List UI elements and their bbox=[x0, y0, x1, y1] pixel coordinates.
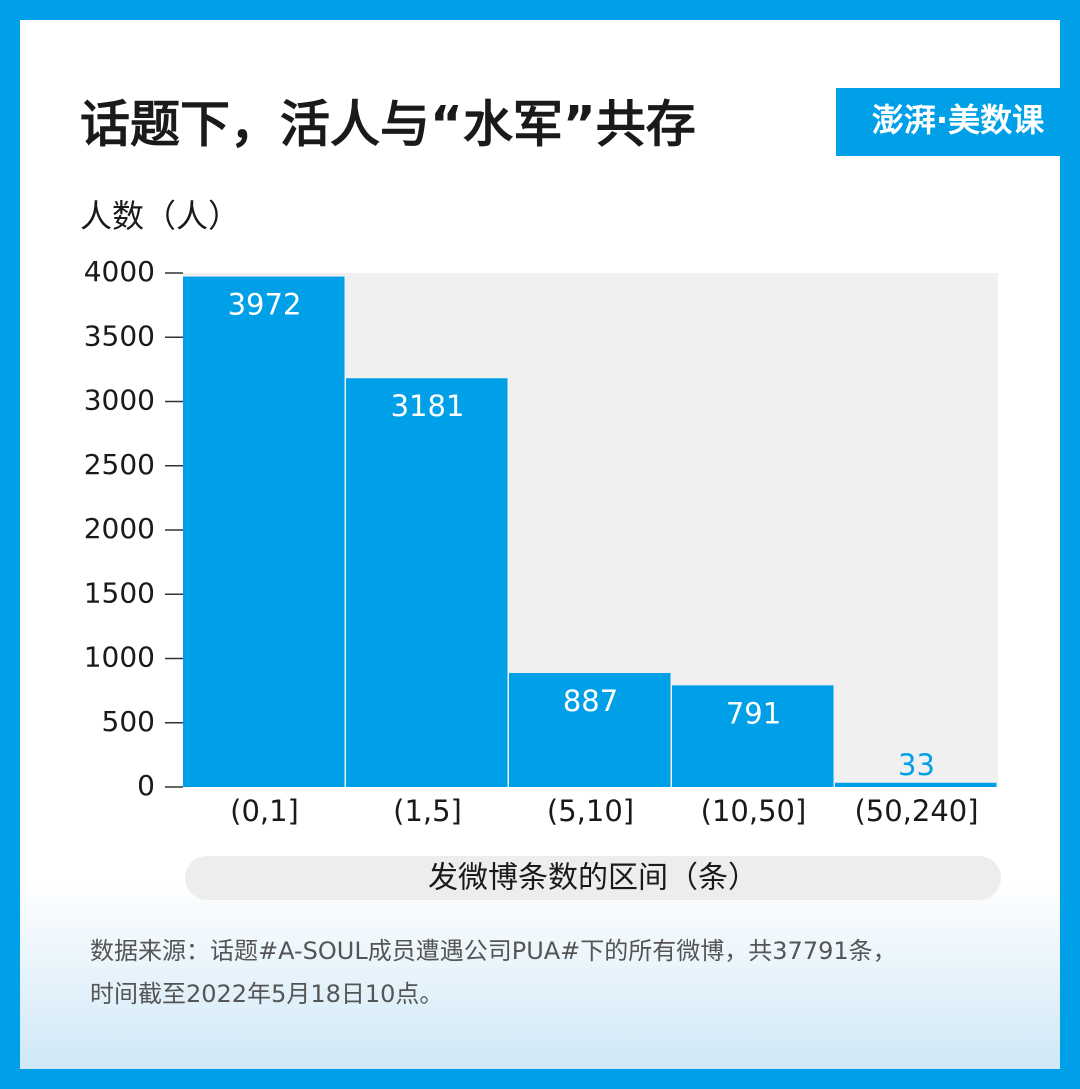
value-label: 3181 bbox=[391, 389, 465, 423]
y-tick-label: 4000 bbox=[84, 255, 155, 288]
source-note: 数据来源：话题#A-SOUL成员遭遇公司PUA#下的所有微博，共37791条， bbox=[90, 937, 897, 965]
bar bbox=[835, 782, 997, 787]
y-tick-label: 2500 bbox=[84, 448, 155, 481]
x-tick-label: (1,5] bbox=[393, 794, 462, 828]
value-label: 791 bbox=[726, 696, 781, 730]
y-tick-label: 3500 bbox=[84, 319, 155, 352]
x-axis-title-pill bbox=[185, 856, 1001, 900]
chart-title: 话题下，活人与“水军”共存 bbox=[80, 96, 696, 154]
y-tick-label: 0 bbox=[137, 769, 155, 802]
value-label: 3972 bbox=[228, 288, 302, 322]
y-axis-title: 人数（人） bbox=[80, 197, 240, 235]
value-label: 887 bbox=[563, 684, 618, 718]
x-axis-title: 发微博条数的区间（条） bbox=[428, 861, 758, 896]
source-note: 时间截至2022年5月18日10点。 bbox=[90, 980, 443, 1008]
x-tick-label: (5,10] bbox=[547, 794, 634, 828]
x-tick-label: (10,50] bbox=[701, 794, 807, 828]
y-tick-label: 1000 bbox=[84, 641, 155, 674]
logo: 澎湃·美数课 bbox=[872, 101, 1045, 139]
bar bbox=[672, 685, 834, 787]
bar bbox=[509, 673, 671, 787]
x-tick-label: (50,240] bbox=[854, 794, 978, 828]
x-tick-label: (0,1] bbox=[230, 794, 299, 828]
bar bbox=[346, 378, 508, 787]
bar bbox=[183, 276, 345, 787]
y-tick-label: 1500 bbox=[84, 576, 155, 609]
y-tick-label: 3000 bbox=[84, 384, 155, 417]
value-label: 33 bbox=[898, 748, 935, 782]
y-tick-label: 2000 bbox=[84, 512, 155, 545]
y-tick-label: 500 bbox=[102, 705, 155, 738]
logo-box bbox=[836, 88, 1080, 156]
